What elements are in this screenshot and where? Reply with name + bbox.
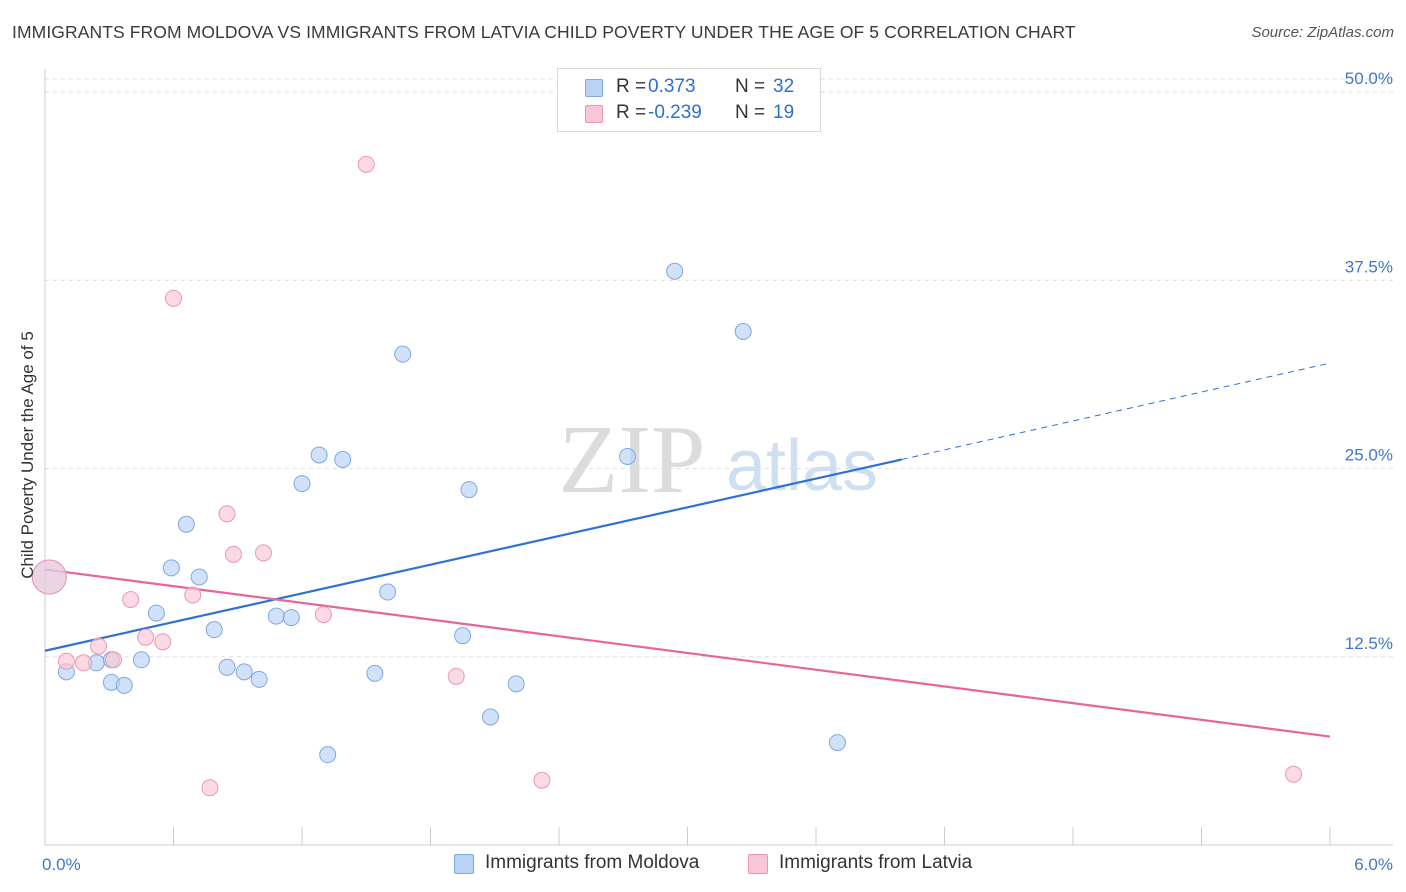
trend-lines [44,362,1331,738]
point-moldova [319,746,337,764]
watermark: ZIP atlas [559,406,879,514]
point-latvia [154,633,172,651]
point-moldova [481,708,499,726]
point-latvia [165,289,182,307]
point-moldova [310,446,328,464]
point-latvia [137,628,155,646]
axes [44,69,1393,846]
point-latvia [533,771,551,789]
legend-row-moldova: R = 0.373 N = 32 [558,76,820,100]
point-moldova [394,345,412,363]
series-swatch-latvia [748,854,768,874]
point-latvia [224,545,242,563]
point-moldova [282,609,300,627]
legend-swatch-moldova [585,79,603,97]
x-tick-label: 6.0% [1354,855,1393,874]
point-latvia [75,654,93,672]
point-latvia [184,586,202,604]
point-moldova [293,475,311,493]
y-tick-label: 12.5% [1345,634,1393,653]
trend-line-moldova [44,458,902,652]
y-tick-label: 37.5% [1345,257,1393,276]
point-latvia [254,544,272,562]
source-label: Source: ZipAtlas.com [1251,24,1394,41]
point-latvia [314,606,332,624]
point-latvia [218,505,236,523]
legend-n-label: N = [735,102,766,123]
point-moldova [828,734,846,752]
point-latvia [31,559,67,595]
point-moldova [334,450,352,468]
grid-lines [45,78,1393,658]
point-moldova [454,627,472,645]
legend-row-latvia: R = -0.239 N = 19 [558,102,820,126]
trend-line-moldova-extension [901,362,1331,460]
point-moldova [115,676,133,694]
point-moldova [734,322,752,340]
point-latvia [357,155,375,173]
series-name-moldova: Immigrants from Moldova [485,852,700,873]
point-moldova [177,515,195,533]
point-latvia [105,651,123,669]
series-legend: Immigrants from Moldova Immigrants from … [0,852,1406,878]
y-axis-label: Child Poverty Under the Age of 5 [18,331,37,579]
series-swatch-moldova [454,854,474,874]
point-moldova [267,607,285,625]
point-moldova [366,664,384,682]
point-moldova [379,583,397,601]
point-moldova [250,670,268,688]
legend-n-value: 32 [773,76,795,97]
legend-r-value: 0.373 [648,76,696,97]
point-moldova [132,651,150,669]
point-moldova [205,621,223,639]
legend-r-value: -0.239 [648,102,702,123]
series-name-latvia: Immigrants from Latvia [779,852,973,873]
point-moldova [460,481,478,499]
point-moldova [147,604,165,622]
point-moldova [619,447,637,465]
tick-labels: 12.5% 25.0% 37.5% 50.0% 0.0% 6.0% [42,69,1393,874]
legend-n-value: 19 [773,102,795,123]
y-tick-label: 50.0% [1345,69,1393,88]
point-moldova [190,568,208,586]
point-latvia [447,667,465,685]
trend-line-latvia [44,568,1331,738]
point-latvia [122,591,140,609]
correlation-legend: R = 0.373 N = 32 R = -0.239 N = 19 [557,68,821,132]
x-tick-label: 0.0% [42,855,81,874]
point-moldova [162,559,180,577]
point-latvia [90,637,108,655]
point-latvia [201,779,219,797]
point-latvia [57,652,75,670]
legend-swatch-latvia [585,105,603,123]
point-moldova [507,675,525,693]
data-points [31,155,1303,797]
legend-r-label: R = [616,102,647,123]
chart-title: IMMIGRANTS FROM MOLDOVA VS IMMIGRANTS FR… [12,22,1076,42]
point-moldova [218,658,236,676]
point-moldova [235,663,253,681]
legend-n-label: N = [735,76,766,97]
legend-r-label: R = [616,76,647,97]
point-moldova [666,262,684,280]
point-latvia [1285,765,1303,783]
y-tick-label: 25.0% [1345,446,1393,465]
